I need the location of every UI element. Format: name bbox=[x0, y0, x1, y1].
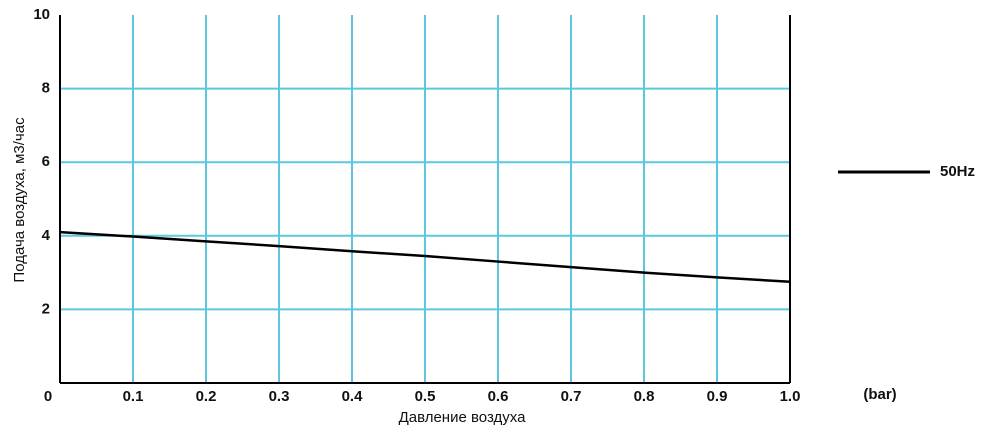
y-tick-label: 4 bbox=[42, 227, 51, 244]
x-tick-label: 1.0 bbox=[780, 388, 801, 405]
y-tick-label: 2 bbox=[42, 300, 50, 317]
x-tick-label: 0.4 bbox=[342, 388, 364, 405]
x-tick-label: 0.8 bbox=[634, 388, 655, 405]
x-tick-label: 0 bbox=[44, 388, 52, 405]
x-tick-label: 0.5 bbox=[415, 388, 436, 405]
legend-label: 50Hz bbox=[940, 163, 975, 180]
x-tick-label: 0.1 bbox=[123, 388, 144, 405]
y-tick-label: 6 bbox=[42, 153, 50, 170]
x-tick-label: 0.6 bbox=[488, 388, 509, 405]
y-tick-label: 10 bbox=[33, 6, 50, 23]
x-unit-label: (bar) bbox=[863, 386, 896, 403]
x-tick-label: 0.7 bbox=[561, 388, 582, 405]
x-tick-label: 0.9 bbox=[707, 388, 728, 405]
x-tick-label: 0.3 bbox=[269, 388, 290, 405]
y-axis-label: Подача воздуха, м3/час bbox=[11, 117, 28, 283]
series-line bbox=[59, 230, 791, 284]
y-tick-label: 8 bbox=[42, 80, 50, 97]
x-tick-label: 0.2 bbox=[196, 388, 217, 405]
x-axis-label: Давление воздуха bbox=[399, 409, 526, 426]
